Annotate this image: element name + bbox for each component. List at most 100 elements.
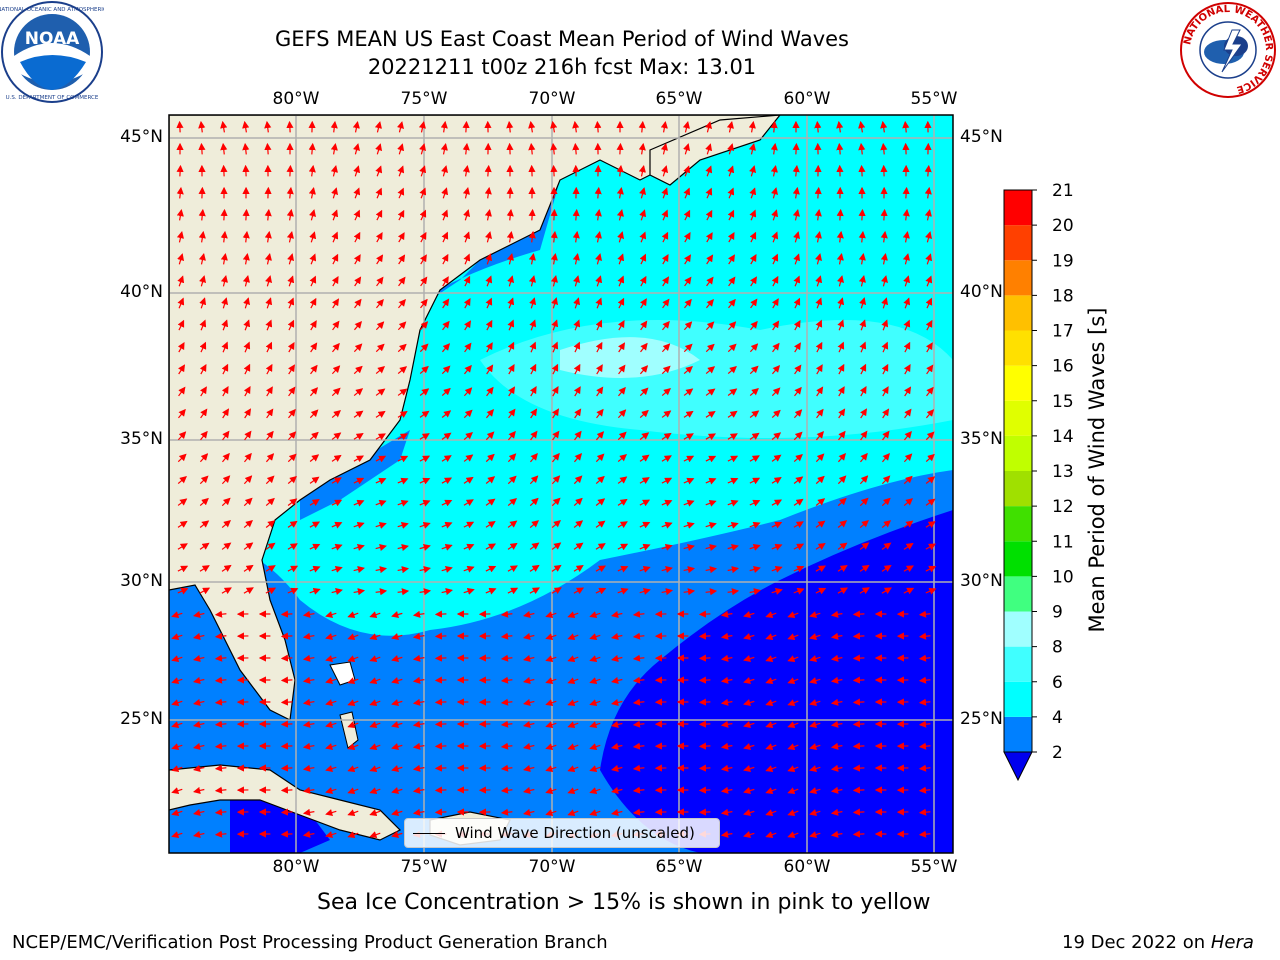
red-direction-arrow-icon bbox=[815, 453, 825, 463]
red-direction-arrow-icon bbox=[177, 297, 185, 309]
red-direction-arrow-icon bbox=[485, 275, 493, 287]
red-direction-arrow-icon bbox=[639, 454, 650, 462]
red-direction-arrow-icon bbox=[771, 565, 783, 573]
red-direction-arrow-icon bbox=[243, 497, 253, 507]
red-direction-arrow-icon bbox=[243, 386, 251, 397]
colorbar-segment bbox=[1004, 506, 1032, 542]
red-direction-arrow-icon bbox=[369, 633, 381, 641]
red-direction-arrow-icon bbox=[617, 476, 628, 484]
red-direction-arrow-icon bbox=[595, 520, 606, 528]
footer-date-text: 19 Dec 2022 on bbox=[1062, 932, 1206, 953]
red-direction-arrow-icon bbox=[484, 164, 492, 177]
red-direction-arrow-icon bbox=[881, 542, 892, 550]
red-direction-arrow-icon bbox=[815, 587, 827, 595]
red-direction-arrow-icon bbox=[507, 520, 518, 528]
red-direction-arrow-icon bbox=[903, 565, 914, 573]
red-direction-arrow-icon bbox=[809, 787, 821, 795]
red-direction-arrow-icon bbox=[309, 409, 319, 419]
red-direction-arrow-icon bbox=[523, 610, 535, 618]
red-direction-arrow-icon bbox=[881, 363, 889, 375]
red-direction-arrow-icon bbox=[434, 742, 447, 750]
red-direction-arrow-icon bbox=[375, 165, 383, 177]
red-direction-arrow-icon bbox=[925, 521, 936, 528]
red-direction-arrow-icon bbox=[485, 476, 496, 484]
red-direction-arrow-icon bbox=[573, 341, 581, 353]
red-direction-arrow-icon bbox=[280, 676, 293, 684]
red-direction-arrow-icon bbox=[902, 208, 910, 221]
red-direction-arrow-icon bbox=[793, 275, 801, 287]
red-direction-arrow-icon bbox=[683, 544, 695, 551]
red-direction-arrow-icon bbox=[264, 253, 272, 265]
red-direction-arrow-icon bbox=[441, 543, 453, 551]
red-direction-arrow-icon bbox=[792, 209, 800, 221]
red-direction-arrow-icon bbox=[419, 209, 427, 221]
red-direction-arrow-icon bbox=[280, 764, 293, 772]
red-direction-arrow-icon bbox=[214, 610, 227, 618]
red-direction-arrow-icon bbox=[397, 343, 407, 353]
colorbar-tick-label: 8 bbox=[1052, 638, 1063, 658]
red-direction-arrow-icon bbox=[507, 341, 515, 353]
red-direction-arrow-icon bbox=[705, 232, 713, 243]
red-direction-arrow-icon bbox=[331, 543, 343, 551]
red-direction-arrow-icon bbox=[925, 409, 935, 419]
red-direction-arrow-icon bbox=[852, 632, 865, 640]
red-direction-arrow-icon bbox=[918, 632, 931, 640]
red-direction-arrow-icon bbox=[419, 566, 431, 574]
red-direction-arrow-icon bbox=[748, 143, 756, 155]
red-direction-arrow-icon bbox=[309, 275, 317, 287]
red-direction-arrow-icon bbox=[523, 720, 535, 728]
red-direction-arrow-icon bbox=[661, 521, 673, 529]
red-direction-arrow-icon bbox=[574, 430, 582, 441]
red-direction-arrow-icon bbox=[617, 543, 629, 551]
red-direction-arrow-icon bbox=[926, 386, 934, 397]
red-direction-arrow-icon bbox=[903, 430, 912, 441]
red-direction-arrow-icon bbox=[397, 433, 408, 441]
red-direction-arrow-icon bbox=[727, 388, 738, 396]
red-direction-arrow-icon bbox=[287, 319, 295, 331]
red-direction-arrow-icon bbox=[420, 298, 428, 309]
red-direction-arrow-icon bbox=[852, 742, 865, 750]
red-direction-arrow-icon bbox=[287, 297, 295, 309]
red-direction-arrow-icon bbox=[880, 208, 888, 221]
red-direction-arrow-icon bbox=[441, 343, 451, 353]
red-direction-arrow-icon bbox=[419, 388, 430, 396]
red-direction-arrow-icon bbox=[243, 587, 254, 595]
colorbar-tick-label: 2 bbox=[1052, 743, 1063, 763]
red-direction-arrow-icon bbox=[573, 363, 581, 375]
red-direction-arrow-icon bbox=[567, 743, 579, 751]
red-direction-arrow-icon bbox=[925, 253, 933, 265]
red-direction-arrow-icon bbox=[264, 142, 272, 155]
red-direction-arrow-icon bbox=[545, 743, 557, 751]
red-direction-arrow-icon bbox=[287, 520, 298, 528]
red-direction-arrow-icon bbox=[375, 410, 386, 418]
red-direction-arrow-icon bbox=[529, 520, 540, 529]
red-direction-arrow-icon bbox=[302, 808, 315, 816]
red-direction-arrow-icon bbox=[193, 742, 205, 750]
red-direction-arrow-icon bbox=[441, 253, 449, 265]
lon-label-top: 65°W bbox=[655, 89, 703, 109]
red-direction-arrow-icon bbox=[265, 363, 273, 375]
red-direction-arrow-icon bbox=[375, 588, 388, 596]
red-direction-arrow-icon bbox=[880, 230, 888, 243]
red-direction-arrow-icon bbox=[353, 321, 362, 331]
red-direction-arrow-icon bbox=[632, 720, 645, 728]
red-direction-arrow-icon bbox=[176, 164, 184, 177]
red-direction-arrow-icon bbox=[793, 587, 805, 595]
red-direction-arrow-icon bbox=[369, 743, 381, 751]
red-direction-arrow-icon bbox=[198, 120, 206, 133]
red-direction-arrow-icon bbox=[302, 786, 315, 794]
red-direction-arrow-icon bbox=[523, 764, 535, 772]
red-direction-arrow-icon bbox=[529, 297, 537, 309]
red-direction-arrow-icon bbox=[288, 408, 296, 419]
red-direction-arrow-icon bbox=[683, 209, 691, 221]
red-direction-arrow-icon bbox=[881, 297, 889, 309]
red-direction-arrow-icon bbox=[500, 720, 513, 728]
red-direction-arrow-icon bbox=[528, 120, 536, 133]
red-direction-arrow-icon bbox=[830, 764, 843, 772]
red-direction-arrow-icon bbox=[221, 520, 232, 529]
legend-line-icon bbox=[413, 832, 445, 834]
red-direction-arrow-icon bbox=[412, 720, 425, 728]
red-direction-arrow-icon bbox=[639, 432, 650, 440]
red-direction-arrow-icon bbox=[903, 453, 913, 463]
red-direction-arrow-icon bbox=[765, 655, 777, 663]
